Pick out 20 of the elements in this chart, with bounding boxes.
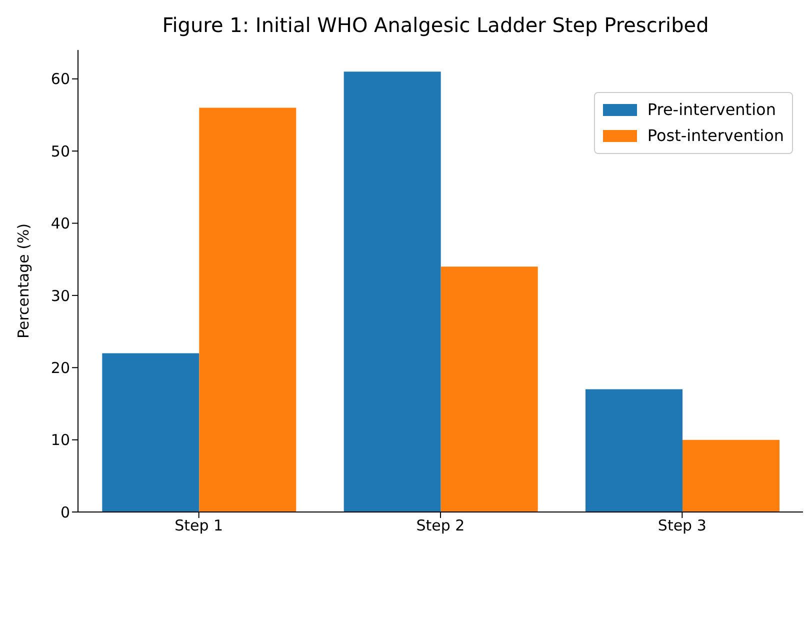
chart-title: Figure 1: Initial WHO Analgesic Ladder Step Prescribed bbox=[161, 12, 710, 39]
y-axis-title: Percentage (%) bbox=[14, 223, 32, 339]
y-tick-label: 30 bbox=[50, 286, 70, 305]
legend-label: Pre-intervention bbox=[647, 99, 776, 121]
y-tick-label: 20 bbox=[50, 358, 70, 377]
bar bbox=[682, 440, 780, 512]
bar bbox=[440, 266, 538, 512]
bar bbox=[199, 108, 296, 512]
x-tick-label: Step 2 bbox=[416, 516, 465, 535]
y-tick-label: 0 bbox=[60, 503, 70, 522]
bar bbox=[586, 389, 682, 512]
y-tick-label: 60 bbox=[50, 70, 70, 88]
y-tick-label: 50 bbox=[50, 142, 70, 160]
bar bbox=[102, 353, 200, 512]
y-tick-label: 40 bbox=[50, 214, 70, 233]
x-tick-label: Step 1 bbox=[174, 516, 224, 535]
y-tick-label: 10 bbox=[50, 431, 70, 450]
bar bbox=[344, 72, 441, 512]
x-tick-label: Step 3 bbox=[658, 516, 706, 535]
legend-label: Post-intervention bbox=[647, 125, 784, 147]
